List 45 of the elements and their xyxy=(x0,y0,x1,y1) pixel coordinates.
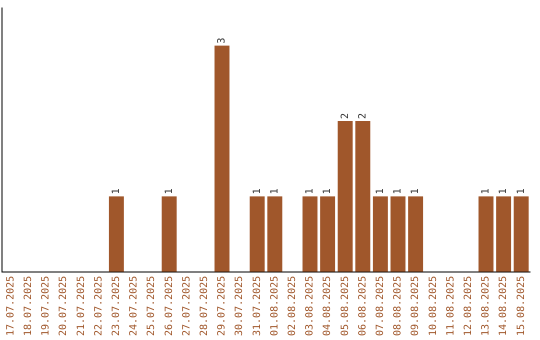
data-label: 3 xyxy=(216,38,228,44)
data-label: 1 xyxy=(110,188,122,194)
x-tick-label: 03.08.2025 xyxy=(304,276,316,336)
x-tick-label: 06.08.2025 xyxy=(357,276,368,336)
x-tick-label: 31.07.2025 xyxy=(252,276,263,336)
x-tick-label: 24.07.2025 xyxy=(128,276,140,336)
data-label: 1 xyxy=(410,188,422,194)
x-tick-label: 15.08.2025 xyxy=(516,276,527,336)
x-tick-label: 01.08.2025 xyxy=(269,276,280,336)
x-tick-label: 28.07.2025 xyxy=(198,276,210,336)
x-tick-label: 29.07.2025 xyxy=(216,276,228,336)
x-tick-label: 27.07.2025 xyxy=(181,276,192,336)
x-tick-label: 14.08.2025 xyxy=(498,276,510,336)
x-tick-label: 12.08.2025 xyxy=(462,276,474,336)
x-tick-label: 02.08.2025 xyxy=(286,276,298,336)
data-label: 1 xyxy=(304,188,316,194)
x-tick-label: 30.07.2025 xyxy=(234,276,246,336)
data-label: 2 xyxy=(357,113,368,120)
x-tick-label: 22.07.2025 xyxy=(93,276,104,336)
x-tick-label: 10.08.2025 xyxy=(428,276,439,336)
x-tick-label: 07.08.2025 xyxy=(374,276,386,336)
x-tick-label: 25.07.2025 xyxy=(146,276,158,336)
data-label: 1 xyxy=(392,188,404,194)
data-label: 1 xyxy=(516,188,527,194)
data-label: 1 xyxy=(269,188,280,194)
x-tick-label: 13.08.2025 xyxy=(480,276,492,336)
x-tick-label: 20.07.2025 xyxy=(58,276,70,336)
data-label: 1 xyxy=(498,188,510,194)
x-tick-label: 19.07.2025 xyxy=(40,276,52,336)
x-tick-label: 09.08.2025 xyxy=(410,276,422,336)
x-tick-label: 18.07.2025 xyxy=(22,276,34,336)
x-tick-label: 17.07.2025 xyxy=(5,276,16,336)
data-label: 1 xyxy=(480,188,492,194)
data-label: 1 xyxy=(252,188,263,194)
data-label: 1 xyxy=(374,188,386,194)
x-tick-label: 08.08.2025 xyxy=(392,276,404,336)
x-tick-label: 04.08.2025 xyxy=(322,276,334,336)
data-label: 2 xyxy=(340,113,351,120)
data-label: 1 xyxy=(164,188,175,194)
x-tick-label: 11.08.2025 xyxy=(445,276,456,336)
x-tick-label: 05.08.2025 xyxy=(340,276,351,336)
data-label: 1 xyxy=(322,188,334,194)
x-tick-label: 26.07.2025 xyxy=(164,276,175,336)
x-tick-label: 23.07.2025 xyxy=(110,276,122,336)
x-tick-label: 21.07.2025 xyxy=(76,276,87,336)
